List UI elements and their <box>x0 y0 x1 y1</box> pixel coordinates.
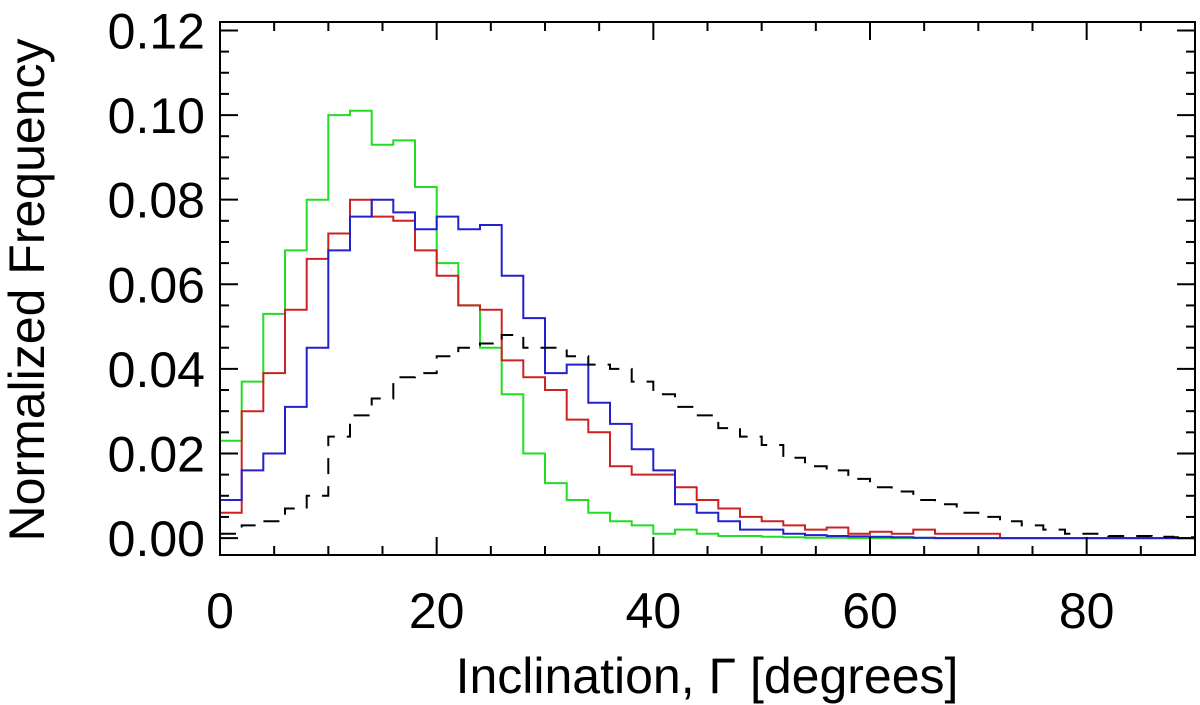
series-layer <box>220 109 1195 540</box>
x-tick-labels: 0 20 40 60 80 <box>206 583 1114 639</box>
y-tick-label: 0.06 <box>108 257 205 313</box>
axis-ticks <box>219 22 1196 555</box>
x-tick-label: 80 <box>1059 583 1115 639</box>
x-tick-label: 0 <box>206 583 234 639</box>
series-blue-line <box>220 198 1195 540</box>
y-tick-label: 0.00 <box>108 511 205 567</box>
y-axis-title: Normalized Frequency <box>0 39 55 542</box>
y-tick-label: 0.12 <box>108 3 205 59</box>
y-tick-label: 0.10 <box>108 88 205 144</box>
x-axis-title: Inclination, Γ [degrees] <box>456 648 959 704</box>
plot-frame <box>219 21 1196 556</box>
y-tick-label: 0.04 <box>108 342 205 398</box>
y-tick-labels: 0.00 0.02 0.04 0.06 0.08 0.10 0.12 <box>108 3 205 567</box>
x-tick-label: 40 <box>626 583 682 639</box>
series-green-line <box>220 109 1195 540</box>
y-tick-label: 0.02 <box>108 426 205 482</box>
x-tick-label: 20 <box>409 583 465 639</box>
x-tick-label: 60 <box>842 583 898 639</box>
y-tick-label: 0.08 <box>108 173 205 229</box>
series-red-line <box>220 198 1195 540</box>
series-black-dashed-line <box>220 334 1195 539</box>
